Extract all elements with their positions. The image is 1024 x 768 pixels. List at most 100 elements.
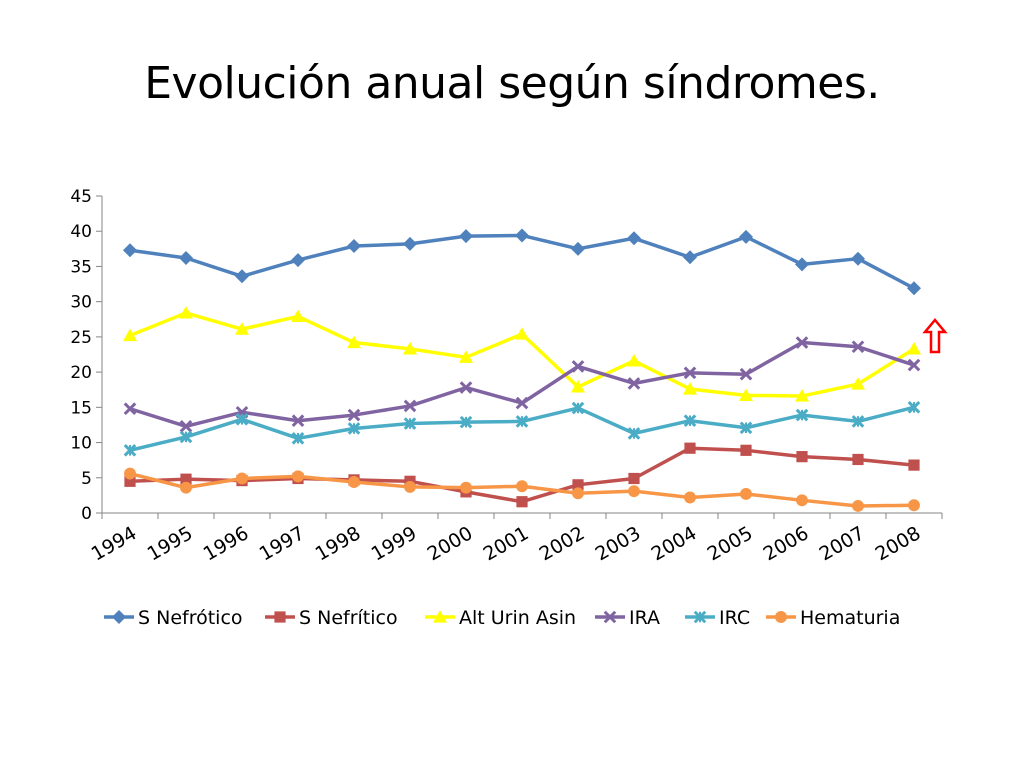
x-stroke [403,399,417,413]
data-point-circle [236,472,248,485]
series-line [129,311,915,398]
x-stroke [571,360,585,373]
legend-label: Hematuria [800,607,900,629]
data-point-square [628,472,640,485]
x-tick-label: 1994 [88,522,141,565]
series-s-nefr-tico [123,228,921,296]
up-arrow-icon [922,318,948,354]
y-tick-label: 30 [70,293,92,313]
data-point-triangle [347,335,361,349]
data-point-diamond [515,228,529,243]
data-point-x [515,396,529,410]
data-point-x [571,360,585,373]
data-point-circle [292,470,304,483]
x-stroke [123,402,137,416]
x-stroke [347,408,361,422]
y-tick-label: 25 [70,328,92,348]
data-point-x [459,381,473,394]
data-point-diamond [683,250,697,265]
data-point-diamond [627,231,641,246]
data-point-circle [180,481,192,494]
x-stroke [603,610,617,624]
data-point-triangle [291,309,305,323]
data-point-square [180,473,192,485]
data-point-star [291,432,305,445]
data-point-triangle [571,379,585,393]
y-tick-label: 20 [70,363,92,383]
data-point-star [851,415,865,428]
data-point-x [347,408,361,422]
data-point-circle [775,611,787,623]
data-point-x [907,358,921,372]
y-tick-label: 45 [70,187,92,207]
data-point-star [627,427,641,440]
data-point-diamond [235,269,249,284]
data-point-x [683,366,697,380]
axes: 0 5 10 15 20 25 30 35 40 45 1994 1995 1996 1997 1998 19… [70,187,943,566]
x-stroke [627,377,641,390]
data-point-triangle [739,388,753,401]
data-point-star [795,408,809,422]
x-tick-label: 1999 [368,522,421,565]
y-tick-label: 35 [70,257,92,277]
data-point-star [739,421,753,435]
data-point-diamond [112,610,126,624]
data-point-diamond [907,281,921,296]
x-stroke [739,367,753,381]
data-point-triangle [459,350,473,363]
series-hematuria [124,467,920,512]
data-point-triangle [433,610,447,623]
data-point-star [123,443,137,457]
data-point-star [459,415,473,429]
data-point-circle [740,488,752,500]
data-point-triangle [515,327,529,340]
data-point-x [123,402,137,416]
x-tick-label: 2007 [816,522,869,565]
data-point-square [796,451,808,463]
x-stroke [291,414,305,428]
data-point-star [179,430,193,444]
x-stroke [515,396,529,410]
data-point-circle [684,491,696,504]
data-point-diamond [851,251,865,266]
data-point-diamond [571,241,585,256]
data-point-triangle [235,322,249,335]
x-stroke [907,358,921,372]
legend-item: S Nefrótico [104,607,243,629]
series-alt-urin-asin [123,305,921,402]
series-line [129,233,915,290]
x-tick-label: 2000 [424,522,477,565]
y-tick-label: 40 [70,222,92,242]
data-point-diamond [795,257,809,272]
data-point-circle [628,485,640,498]
data-point-square [274,611,286,623]
data-point-x [291,414,305,428]
data-point-circle [852,500,864,512]
data-point-square [684,442,696,454]
x-tick-label: 2004 [648,522,701,565]
legend-item: Hematuria [766,607,900,629]
data-point-triangle [851,377,865,390]
y-tick-label: 15 [70,398,92,418]
data-point-diamond [123,243,137,258]
series-line [129,340,915,429]
data-point-star [515,415,529,428]
data-point-x [403,399,417,413]
data-point-triangle [795,389,809,402]
legend-label: S Nefrítico [299,607,398,629]
legend-label: Alt Urin Asin [459,607,576,629]
legend-item: S Nefrítico [265,607,398,629]
x-tick-label: 1998 [312,522,365,565]
data-point-square [572,479,584,491]
x-tick-label: 2006 [760,522,813,565]
data-point-circle [572,487,584,500]
legend-label: IRA [629,607,660,629]
series-irc [123,401,921,457]
legend-label: IRC [719,607,750,629]
data-point-triangle [123,328,137,342]
data-point-circle [124,467,136,480]
data-point-diamond [459,229,473,244]
data-point-triangle [683,382,697,395]
data-point-square [852,453,864,466]
data-point-diamond [291,253,305,268]
